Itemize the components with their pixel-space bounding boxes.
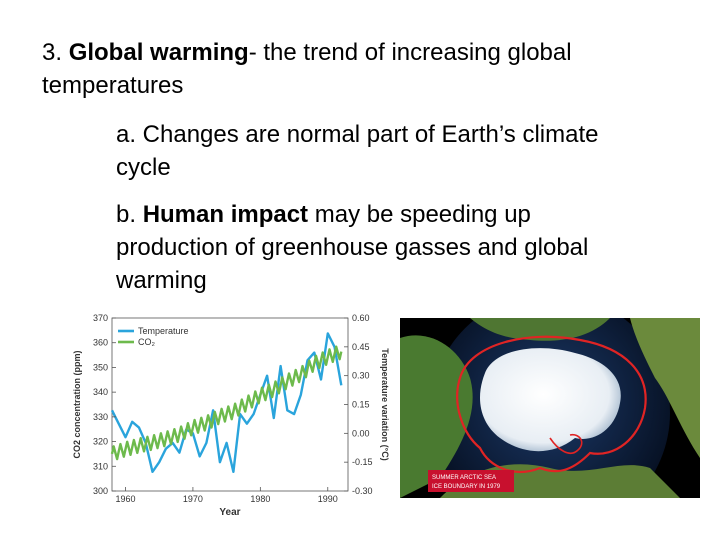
legend-label-1: CO₂	[138, 337, 156, 347]
caption-line-1: SUMMER ARCTIC SEA	[432, 475, 496, 481]
ice-boundary-inner	[549, 433, 583, 454]
ice-boundary-1979	[456, 335, 647, 473]
point-3-line-1: 3. Global warming- the trend of increasi…	[42, 38, 572, 67]
legend-label-0: Temperature	[138, 326, 189, 336]
x-axis-label: Year	[219, 507, 240, 518]
point-b-term: Human impact	[142, 201, 309, 228]
land-left	[400, 335, 473, 498]
point-3-line-2: temperatures	[42, 72, 184, 99]
y-right-axis-label: Temperature variation (°C)	[380, 348, 390, 460]
point-b-line-3: warming	[116, 267, 207, 294]
point-b-line-1: b. Human impact may be speeding up	[116, 200, 531, 229]
point-3-definition: - the trend of increasing global	[248, 39, 572, 66]
chart-ticks: 300 310 320 330 340 350 360 370 -0.30 -0.15 0.00 0.…	[93, 313, 373, 504]
x-tick-label: 1990	[318, 494, 338, 504]
point-3-number: 3.	[42, 39, 63, 66]
y-left-tick-label: 300	[93, 486, 108, 496]
y-right-tick-label: 0.45	[352, 342, 370, 352]
x-tick-label: 1980	[250, 494, 270, 504]
y-right-tick-label: -0.15	[352, 457, 373, 467]
x-tick-label: 1970	[183, 494, 203, 504]
series-line-1	[110, 345, 343, 461]
sea-ice	[480, 348, 621, 452]
land-top	[470, 318, 610, 341]
y-left-tick-label: 340	[93, 387, 108, 397]
point-b-line-1-rest: may be speeding up	[314, 201, 531, 228]
series-line-0	[110, 332, 343, 473]
y-right-tick-label: 0.15	[352, 400, 370, 410]
point-a-line-1: a. Changes are normal part of Earth’s cl…	[116, 121, 599, 148]
y-right-tick-label: 0.30	[352, 371, 370, 381]
y-left-tick-label: 360	[93, 338, 108, 348]
caption-box	[428, 470, 514, 492]
y-left-axis-label: CO2 concentration (ppm)	[72, 350, 82, 458]
co2-temperature-chart: 300 310 320 330 340 350 360 370 -0.30 -0.15 0.00 0.…	[72, 313, 390, 518]
chart-lines	[110, 332, 343, 473]
y-left-tick-label: 320	[93, 437, 108, 447]
y-left-tick-label: 310	[93, 461, 108, 471]
x-tick-label: 1960	[115, 494, 135, 504]
y-left-tick-label: 330	[93, 412, 108, 422]
y-right-tick-label: -0.30	[352, 486, 373, 496]
point-b-prefix: b.	[116, 201, 137, 228]
point-3-term: Global warming	[68, 39, 249, 66]
y-right-tick-label: 0.60	[352, 313, 370, 323]
land-right	[630, 318, 700, 458]
point-b-line-2: production of greenhouse gasses and glob…	[116, 234, 589, 261]
y-left-tick-label: 350	[93, 362, 108, 372]
caption-line-2: ICE BOUNDARY IN 1979	[432, 484, 501, 490]
y-left-tick-label: 370	[93, 313, 108, 323]
y-right-tick-label: 0.00	[352, 428, 370, 438]
chart-axis-labels: Year CO2 concentration (ppm) Temperature v…	[72, 348, 390, 518]
point-a-line-2: cycle	[116, 154, 171, 181]
arctic-sea-ice-photo: SUMMER ARCTIC SEA ICE BOUNDARY IN 1979	[400, 318, 700, 498]
